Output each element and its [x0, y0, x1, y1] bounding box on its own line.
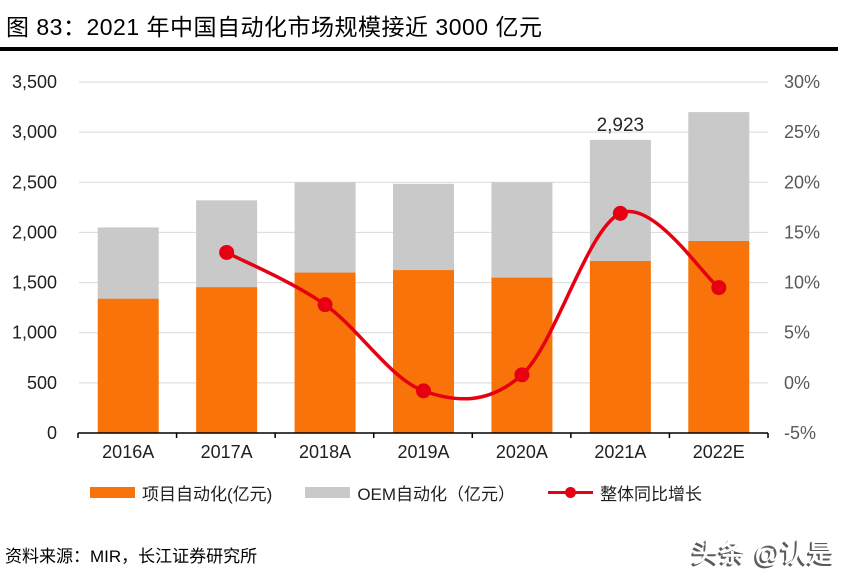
figure-title: 图 83：2021 年中国自动化市场规模接近 3000 亿元 — [6, 14, 543, 40]
bar-project-2021A — [589, 261, 651, 433]
legend-item-project: 项目自动化(亿元) — [90, 480, 272, 505]
left-axis-tick-label: 500 — [27, 373, 57, 393]
left-axis-tick-label: 2,000 — [12, 222, 57, 242]
bar-oem-2016A — [97, 227, 159, 299]
right-axis-tick-label: 25% — [784, 122, 820, 142]
bar-project-2016A — [97, 298, 159, 433]
x-axis-label-2019A: 2019A — [397, 442, 449, 462]
growth-line-swatch-dot — [565, 487, 577, 498]
left-axis-tick-label: 2,500 — [12, 172, 57, 192]
bar-project-2022E — [688, 240, 750, 433]
right-axis-tick-label: -5% — [784, 423, 816, 443]
left-axis-tick-label: 1,000 — [12, 323, 57, 343]
legend-label-growth: 整体同比增长 — [600, 485, 703, 504]
left-axis-tick-label: 3,000 — [12, 122, 57, 142]
right-axis-tick-label: 0% — [784, 373, 810, 393]
x-axis-label-2020A: 2020A — [496, 442, 548, 462]
x-axis-label-2017A: 2017A — [201, 442, 253, 462]
x-axis-label-2021A: 2021A — [594, 442, 646, 462]
growth-line-marker — [711, 280, 727, 296]
oem-bar-swatch — [305, 487, 351, 498]
bar-oem-2019A — [393, 183, 454, 271]
bar-oem-2020A — [491, 182, 553, 278]
x-axis-label-2022E: 2022E — [693, 442, 745, 462]
left-axis-tick-label: 3,500 — [12, 72, 57, 92]
right-axis-tick-label: 10% — [784, 273, 820, 293]
legend-item-oem: OEM自动化（亿元） — [305, 480, 515, 505]
legend-item-growth: 整体同比增长 — [548, 480, 702, 505]
bar-oem-2017A — [196, 200, 258, 288]
bar-oem-2022E — [688, 112, 750, 241]
bar-project-2019A — [393, 270, 454, 433]
left-axis-tick-label: 0 — [47, 423, 57, 443]
growth-line-marker — [317, 297, 333, 313]
right-axis-tick-label: 15% — [784, 222, 820, 242]
x-axis-label-2016A: 2016A — [102, 442, 154, 462]
growth-line-marker — [416, 383, 431, 399]
bar-oem-2021A — [589, 139, 651, 262]
source-note: 资料来源：MIR，长江证券研究所 — [5, 547, 258, 566]
legend-label-project: 项目自动化(亿元) — [142, 485, 273, 504]
bar-value-label-2021A: 2,923 — [597, 115, 645, 136]
right-axis-tick-label: 20% — [784, 172, 820, 192]
left-axis-tick-label: 1,500 — [12, 273, 57, 293]
right-axis-tick-label: 5% — [784, 323, 810, 343]
growth-line-marker — [514, 367, 530, 383]
legend-label-oem: OEM自动化（亿元） — [357, 485, 516, 504]
bar-project-2018A — [294, 272, 356, 433]
x-axis-label-2018A: 2018A — [299, 442, 351, 462]
bar-oem-2018A — [294, 182, 356, 273]
right-axis-tick-label: 30% — [784, 72, 820, 92]
growth-line-swatch — [548, 486, 594, 499]
project-bar-swatch — [90, 487, 135, 498]
watermark: 头条 @认是 — [692, 538, 835, 568]
bar-project-2020A — [491, 277, 553, 433]
title-rule — [0, 47, 838, 51]
bar-project-2017A — [196, 287, 258, 433]
growth-line-marker — [612, 205, 628, 221]
chart-legend: 项目自动化(亿元) OEM自动化（亿元） 整体同比增长 — [90, 480, 702, 505]
growth-line-marker — [219, 244, 235, 260]
